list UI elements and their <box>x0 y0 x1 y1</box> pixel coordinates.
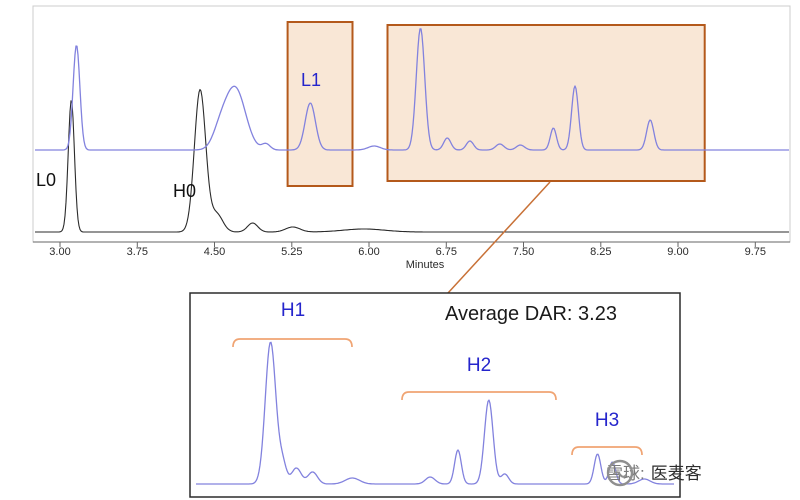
sample-trace-blue <box>35 28 789 151</box>
inset-frame <box>189 292 681 498</box>
h1-bracket <box>232 338 353 348</box>
x-axis-ticks <box>59 242 756 247</box>
reference-trace-black <box>35 88 789 233</box>
peak-label-l1: L1 <box>300 70 322 90</box>
highlight-box-dar-region <box>386 24 706 182</box>
watermark: 雪球: 医麦客 <box>606 459 702 487</box>
watermark-name-text: 医麦客 <box>650 464 702 483</box>
peak-label-h0: H0 <box>173 181 197 201</box>
x-axis-title: Minutes <box>405 259 445 271</box>
peak-label-h3: H3 <box>594 410 620 431</box>
h2-bracket <box>401 391 557 401</box>
peak-label-l0: L0 <box>36 170 57 190</box>
inset-connector-line <box>447 181 551 294</box>
average-dar-label: Average DAR: 3.23 <box>445 303 617 325</box>
watermark-site-text: 雪球: <box>606 464 645 483</box>
peak-label-h1: H1 <box>280 300 306 321</box>
highlight-box-l1 <box>286 21 354 187</box>
inset-trace-blue <box>196 341 674 485</box>
peak-label-h2: H2 <box>466 355 492 376</box>
xueqiu-logo-icon <box>606 459 634 487</box>
h3-bracket <box>571 446 643 456</box>
